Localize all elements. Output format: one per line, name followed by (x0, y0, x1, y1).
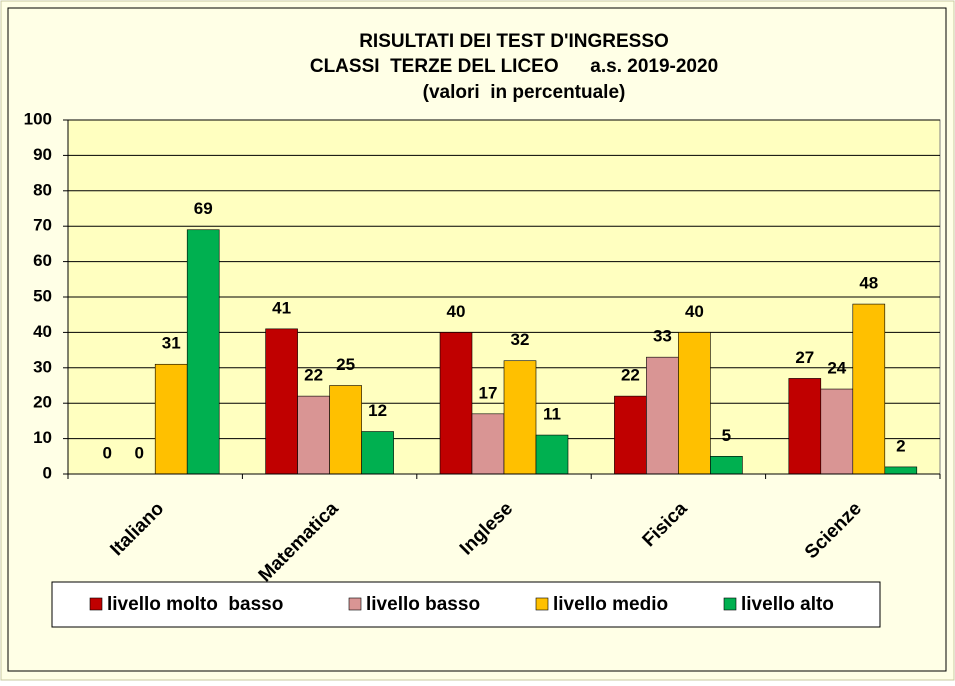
chart-title: (valori in percentuale) (423, 82, 626, 103)
y-tick-label: 60 (33, 251, 52, 270)
bar (852, 303, 886, 475)
bar (265, 328, 298, 475)
value-label: 27 (795, 348, 814, 367)
value-label: 11 (543, 405, 561, 424)
bar (503, 360, 537, 475)
bar (297, 395, 330, 475)
value-label: 12 (368, 401, 387, 420)
value-label: 40 (447, 302, 466, 321)
value-label: 41 (272, 298, 291, 317)
bar (154, 363, 188, 475)
y-tick-label: 50 (33, 286, 52, 305)
bar (471, 413, 505, 475)
y-tick-label: 70 (33, 216, 52, 235)
legend-label: livello medio (553, 594, 668, 615)
bar (884, 466, 918, 475)
y-tick-label: 100 (24, 109, 52, 128)
bar (329, 385, 362, 475)
bar (535, 434, 569, 475)
legend-swatch (348, 597, 362, 611)
bar (646, 356, 679, 475)
y-tick-label: 40 (33, 322, 52, 341)
value-label: 33 (653, 327, 672, 346)
value-label: 31 (162, 334, 181, 353)
chart-title: RISULTATI DEI TEST D'INGRESSO (359, 31, 669, 52)
bar (710, 455, 743, 475)
legend-swatch (89, 597, 103, 611)
y-tick-label: 0 (43, 463, 52, 482)
y-tick-label: 80 (33, 180, 52, 199)
y-tick-label: 20 (33, 393, 52, 412)
bar (820, 388, 854, 475)
value-label: 48 (859, 274, 878, 293)
legend-label: livello alto (741, 594, 834, 615)
value-label: 32 (511, 330, 530, 349)
bar (361, 431, 394, 475)
legend-label: livello basso (366, 594, 480, 615)
legend-label: livello molto basso (107, 594, 283, 615)
y-tick-label: 90 (33, 145, 52, 164)
legend-swatch (535, 597, 549, 611)
legend-swatch (723, 597, 737, 611)
value-label: 40 (685, 302, 704, 321)
bar (439, 332, 473, 475)
value-label: 24 (827, 359, 846, 378)
bar (614, 395, 647, 475)
legend-box (51, 581, 881, 628)
y-tick-label: 10 (33, 428, 52, 447)
value-label: 0 (134, 443, 143, 462)
value-label: 0 (102, 443, 111, 462)
bar (788, 378, 822, 475)
y-tick-label: 30 (33, 357, 52, 376)
value-label: 22 (621, 366, 640, 385)
value-label: 69 (194, 199, 213, 218)
value-label: 5 (722, 426, 731, 445)
value-label: 22 (304, 366, 323, 385)
bar (678, 332, 711, 475)
chart-title: CLASSI TERZE DEL LICEO a.s. 2019-2020 (310, 56, 718, 77)
value-label: 17 (479, 383, 498, 402)
value-label: 25 (336, 355, 355, 374)
bar (186, 229, 220, 475)
value-label: 2 (896, 436, 905, 455)
